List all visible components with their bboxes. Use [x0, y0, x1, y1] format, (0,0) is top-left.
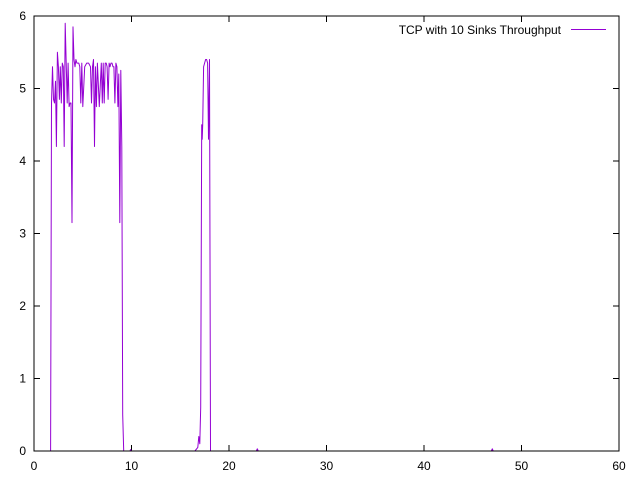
plot-frame	[33, 15, 620, 452]
x-tick-label: 60	[612, 459, 626, 473]
x-tick-label: 20	[222, 459, 236, 473]
y-tick-label: 3	[19, 227, 26, 241]
series-layer	[34, 22, 619, 452]
x-tick-label: 10	[125, 459, 139, 473]
legend-label: TCP with 10 Sinks Throughput	[399, 23, 562, 37]
y-tick-label: 6	[19, 9, 26, 23]
x-tick-label: 50	[515, 459, 529, 473]
x-tick-label: 0	[31, 459, 38, 473]
y-tick-label: 0	[19, 444, 26, 458]
y-tick-label: 2	[19, 299, 26, 313]
series-line	[34, 22, 619, 452]
legend: TCP with 10 Sinks Throughput	[399, 23, 606, 37]
y-tick-label: 4	[19, 154, 26, 168]
y-tick-label: 1	[19, 372, 26, 386]
axis-tick-labels: 0 10 20 30 40 50 60 0 1 2 3 4 5 6	[19, 9, 626, 473]
x-tick-label: 30	[320, 459, 334, 473]
y-tick-label: 5	[19, 82, 26, 96]
x-tick-label: 40	[417, 459, 431, 473]
